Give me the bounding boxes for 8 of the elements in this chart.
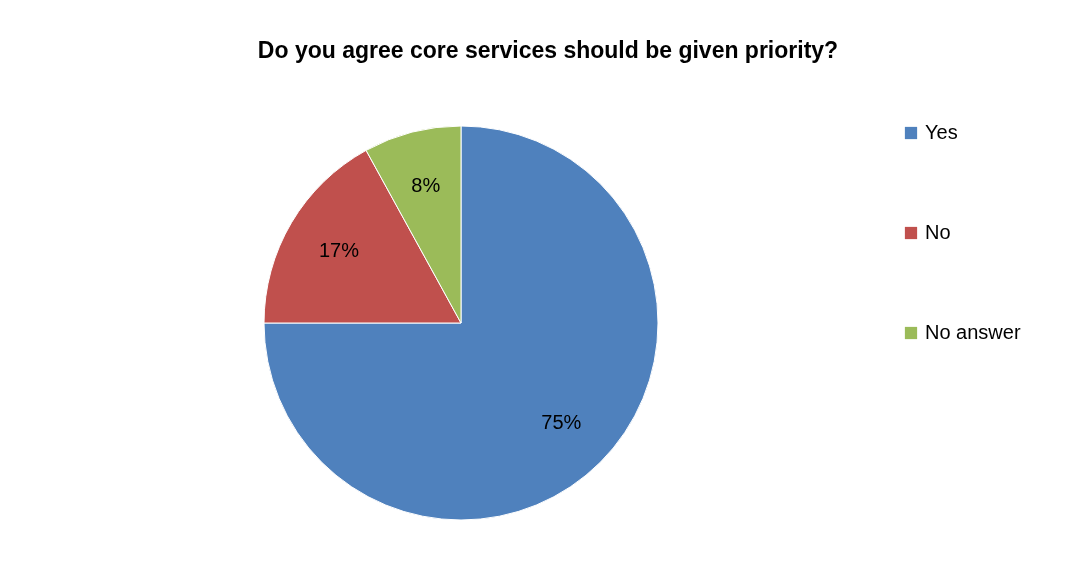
- data-label: 8%: [411, 173, 441, 196]
- pie-slice: [263, 125, 659, 521]
- data-label: 75%: [541, 411, 582, 434]
- legend-label: No answer: [925, 321, 1021, 343]
- chart-title: Do you agree core services should be given priority?: [257, 37, 839, 63]
- data-label: 17%: [318, 238, 360, 261]
- legend-label: Yes: [925, 121, 958, 143]
- legend-label: No: [925, 221, 951, 243]
